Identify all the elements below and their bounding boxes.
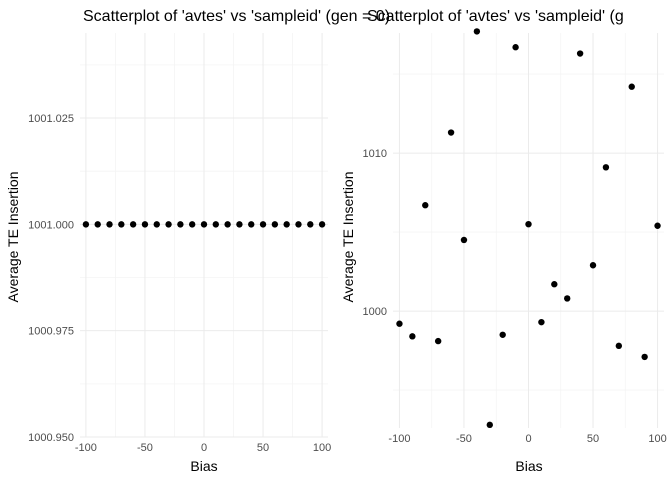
- left-x-axis-title: Bias: [190, 458, 217, 474]
- left-y-tick-label: 1000.950: [28, 432, 74, 444]
- right-y-tick-labels: 1000 1010: [363, 148, 387, 318]
- right-data-point: [447, 129, 455, 136]
- left-data-point: [106, 221, 113, 228]
- right-data-point: [576, 50, 584, 57]
- right-data-point: [538, 318, 545, 326]
- right-y-axis-title: Average TE Insertion: [340, 171, 356, 302]
- right-data-point: [641, 353, 648, 361]
- right-data-point: [486, 421, 493, 429]
- left-data-point: [129, 221, 137, 228]
- right-data-point: [460, 236, 468, 244]
- left-y-tick-label: 1000.975: [28, 326, 74, 338]
- right-data-point: [473, 28, 481, 35]
- right-data-point: [564, 295, 571, 302]
- right-x-tick-label: -50: [456, 433, 472, 445]
- right-data-point: [434, 337, 442, 345]
- left-data-point: [82, 221, 90, 228]
- left-data-point: [200, 221, 208, 228]
- right-data-point: [512, 44, 519, 51]
- right-data-point: [589, 262, 597, 269]
- right-data-point: [422, 202, 429, 209]
- left-y-tick-labels: 1000.950 1000.975 1001.000 1001.025: [28, 113, 74, 444]
- left-x-tick-label: 100: [313, 442, 331, 454]
- right-data-point: [525, 220, 532, 228]
- right-data-point: [396, 320, 403, 327]
- right-data-point: [654, 222, 661, 229]
- right-x-tick-label: 100: [648, 433, 666, 445]
- left-data-point: [165, 221, 172, 228]
- left-data-point: [141, 221, 149, 228]
- right-x-tick-label: -100: [388, 433, 410, 445]
- left-chart-title: Scatterplot of 'avtes' vs 'sampleid' (ge…: [83, 8, 390, 25]
- left-y-axis-title: Average TE Insertion: [5, 171, 21, 302]
- left-data-point: [271, 221, 279, 228]
- left-x-tick-labels: -100 -50 0 50 100: [75, 442, 331, 454]
- left-data-point: [248, 221, 255, 228]
- left-data-point: [212, 221, 220, 228]
- right-data-point: [615, 342, 623, 350]
- left-x-tick-label: -50: [137, 442, 153, 454]
- left-data-point: [188, 221, 196, 228]
- right-gridlines: [393, 33, 664, 428]
- right-data-point: [628, 83, 635, 90]
- left-y-tick-label: 1001.000: [28, 219, 74, 231]
- right-x-tick-label: 0: [525, 433, 531, 445]
- left-data-point: [177, 221, 184, 228]
- left-data-point: [224, 221, 231, 228]
- right-data-point: [499, 331, 506, 338]
- left-data-point: [153, 221, 160, 228]
- left-data-point: [118, 221, 125, 228]
- right-data-point: [602, 164, 610, 171]
- left-data-point: [318, 221, 326, 228]
- left-data-point: [94, 221, 101, 228]
- right-y-tick-label: 1010: [363, 148, 387, 160]
- left-data-points: [82, 221, 326, 228]
- left-data-point: [236, 221, 243, 228]
- left-x-tick-label: -100: [75, 442, 97, 454]
- left-data-point: [283, 221, 290, 228]
- left-data-point: [295, 221, 302, 228]
- right-data-point: [409, 333, 416, 340]
- right-x-tick-label: 50: [587, 433, 599, 445]
- left-x-tick-label: 50: [257, 442, 269, 454]
- left-scatterplot-panel: Scatterplot of 'avtes' vs 'sampleid' (ge…: [5, 8, 390, 474]
- right-x-axis-title: Bias: [515, 458, 542, 474]
- right-data-points: [396, 28, 661, 429]
- right-y-tick-label: 1000: [363, 306, 387, 318]
- right-data-point: [551, 281, 558, 288]
- left-data-point: [259, 221, 267, 228]
- left-y-tick-label: 1001.025: [28, 113, 74, 125]
- right-scatterplot-panel: Scatterplot of 'avtes' vs 'sampleid' (g …: [340, 8, 667, 474]
- left-gridlines: [80, 33, 328, 438]
- right-chart-title: Scatterplot of 'avtes' vs 'sampleid' (g: [367, 8, 624, 25]
- left-x-tick-label: 0: [201, 442, 207, 454]
- left-data-point: [307, 221, 314, 228]
- right-x-tick-labels: -100 -50 0 50 100: [388, 433, 666, 445]
